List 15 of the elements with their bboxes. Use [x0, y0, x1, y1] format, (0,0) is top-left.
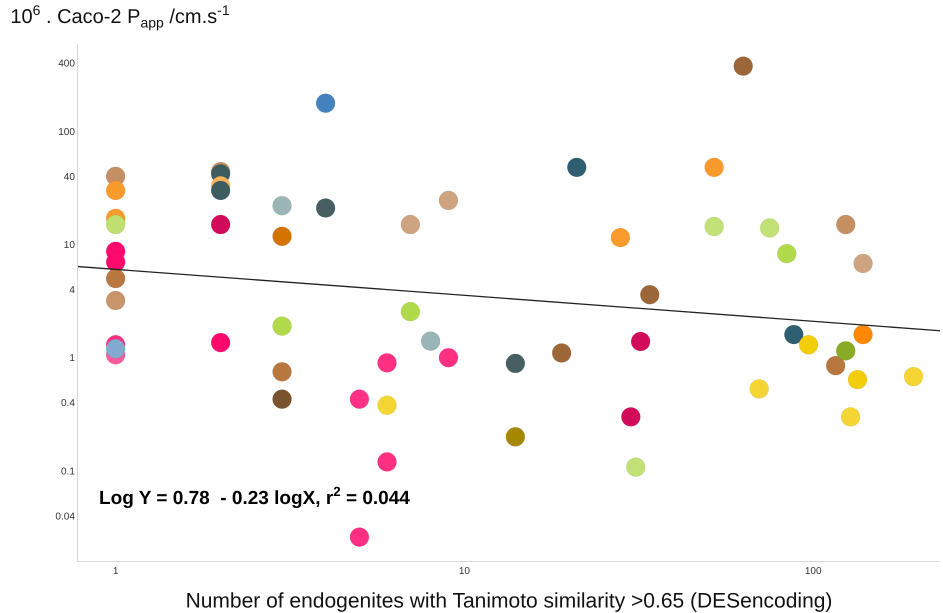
x-tick-label: 100	[804, 566, 822, 578]
y-tick-label: 40	[64, 172, 76, 183]
y-tick-label: 4	[69, 285, 76, 296]
x-tick-label: 10	[458, 566, 470, 578]
y-tick-label: 0.1	[60, 466, 76, 478]
y-tick-label: 0.04	[55, 511, 76, 522]
annotation: Log Y = 0.78 - 0.23 logX, r$^{2}$ = 0.044	[99, 484, 410, 509]
y-tick-label: 400	[58, 58, 76, 70]
y-tick-label: 1	[69, 353, 76, 364]
y-tick-label: 0.4	[60, 398, 76, 410]
y-tick-label: 100	[58, 126, 76, 138]
y-axis-title: 10$^{6}$ . Caco-2 P$_{app}$ /cm.s$^{-1}$	[10, 2, 230, 30]
x-axis-title: Number of endogenites with Tanimoto similarity >0.65 (DESencoding)	[186, 589, 832, 612]
x-tick-label: 1	[112, 566, 119, 578]
y-tick-label: 10	[64, 240, 76, 251]
